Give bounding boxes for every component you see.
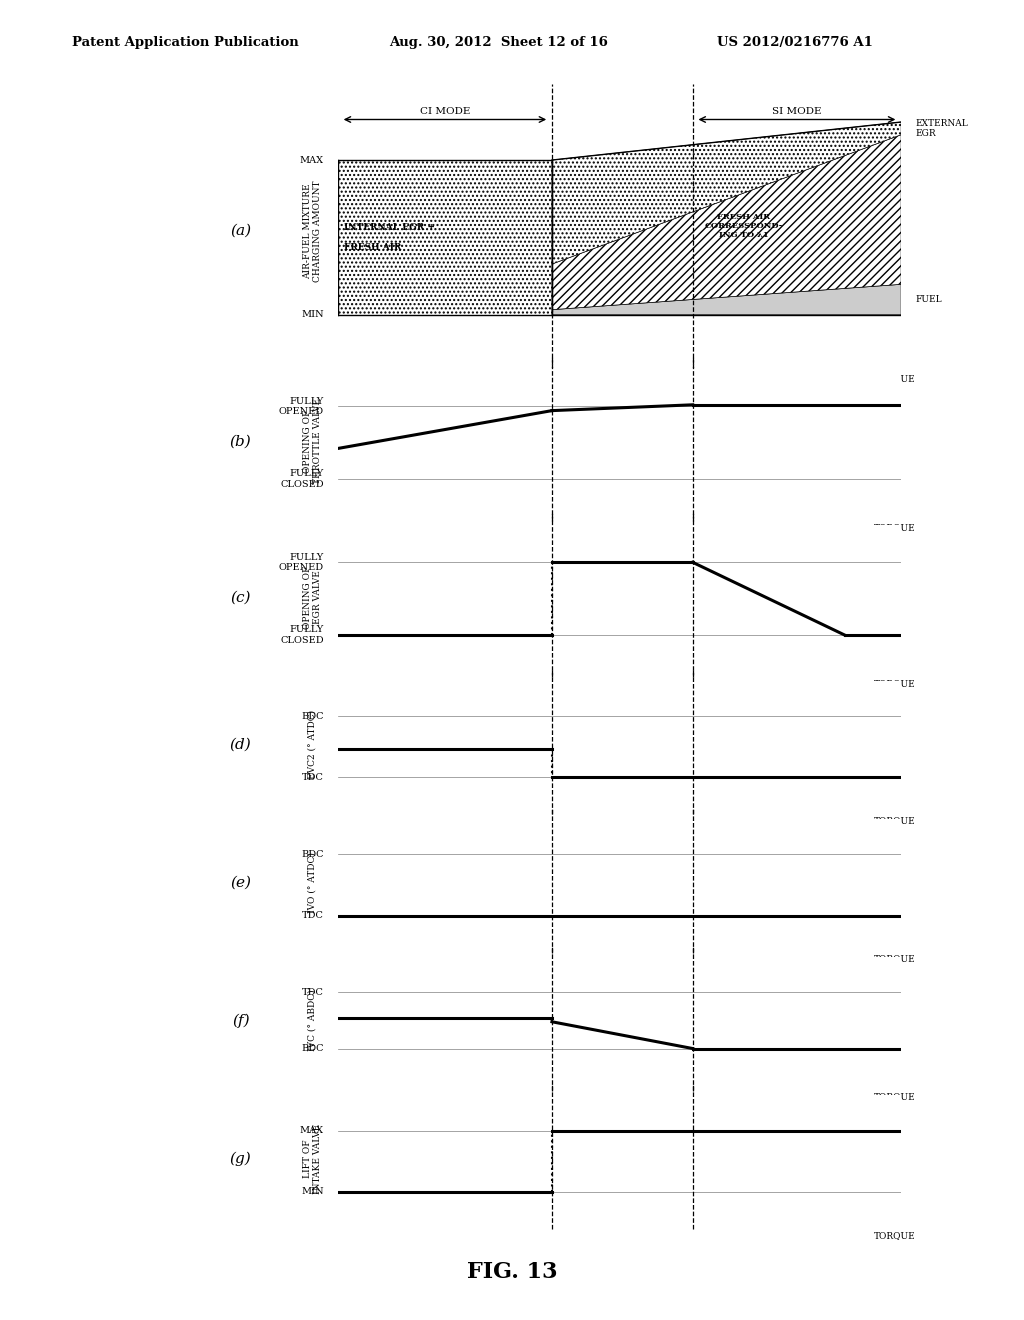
Text: US 2012/0216776 A1: US 2012/0216776 A1 xyxy=(717,36,872,49)
Text: AIR-FUEL MIXTURE
CHARGING AMOUNT: AIR-FUEL MIXTURE CHARGING AMOUNT xyxy=(303,181,322,282)
Text: EXTERNAL
EGR: EXTERNAL EGR xyxy=(915,119,968,139)
Text: MAX: MAX xyxy=(300,156,324,165)
Polygon shape xyxy=(552,135,901,310)
Text: (e): (e) xyxy=(230,875,251,890)
Text: CI MODE: CI MODE xyxy=(420,107,470,116)
Text: TORQUE: TORQUE xyxy=(873,524,915,532)
Text: (b): (b) xyxy=(229,434,252,449)
Text: OPENING OF
THROTTLE VALVE: OPENING OF THROTTLE VALVE xyxy=(303,399,322,484)
Text: MIN: MIN xyxy=(301,310,324,319)
Text: Aug. 30, 2012  Sheet 12 of 16: Aug. 30, 2012 Sheet 12 of 16 xyxy=(389,36,608,49)
Text: BDC: BDC xyxy=(301,850,324,859)
Text: FULLY
CLOSED: FULLY CLOSED xyxy=(281,470,324,488)
Text: EVC2 (° ATDC): EVC2 (° ATDC) xyxy=(308,710,316,779)
Text: TORQUE: TORQUE xyxy=(873,816,915,825)
Text: (d): (d) xyxy=(229,738,252,751)
Text: (f): (f) xyxy=(231,1014,250,1028)
Polygon shape xyxy=(552,284,901,314)
Text: FRESH AIR: FRESH AIR xyxy=(344,243,401,252)
Text: MAX: MAX xyxy=(300,1126,324,1135)
Text: (g): (g) xyxy=(229,1151,252,1166)
Text: Patent Application Publication: Patent Application Publication xyxy=(72,36,298,49)
Text: FUEL: FUEL xyxy=(915,296,942,304)
Text: FRESH AIR
CORRESSPOND-
ING TO λ1: FRESH AIR CORRESSPOND- ING TO λ1 xyxy=(705,213,782,239)
Text: FULLY
OPENED: FULLY OPENED xyxy=(279,396,324,416)
Text: TORQUE: TORQUE xyxy=(873,375,915,383)
Text: OPENING OF
EGR VALVE: OPENING OF EGR VALVE xyxy=(303,565,322,628)
Text: IVO (° ATDC): IVO (° ATDC) xyxy=(308,851,316,913)
Polygon shape xyxy=(552,121,901,264)
Text: TDC: TDC xyxy=(302,987,324,997)
Text: LIFT OF
INTAKE VALVE: LIFT OF INTAKE VALVE xyxy=(303,1123,322,1193)
Text: TORQUE: TORQUE xyxy=(873,954,915,964)
Text: BDC: BDC xyxy=(301,1044,324,1053)
Text: IVC (° ABDC): IVC (° ABDC) xyxy=(308,990,316,1051)
Text: BDC: BDC xyxy=(301,711,324,721)
Text: TORQUE: TORQUE xyxy=(873,1230,915,1239)
Text: (a): (a) xyxy=(230,224,251,238)
Text: INTERNAL EGR +: INTERNAL EGR + xyxy=(344,223,434,232)
Text: FIG. 13: FIG. 13 xyxy=(467,1261,557,1283)
Text: FULLY
CLOSED: FULLY CLOSED xyxy=(281,626,324,644)
Text: FULLY
OPENED: FULLY OPENED xyxy=(279,553,324,572)
Text: SI MODE: SI MODE xyxy=(772,107,821,116)
Text: TDC: TDC xyxy=(302,911,324,920)
Text: MIN: MIN xyxy=(301,1187,324,1196)
Text: TDC: TDC xyxy=(302,774,324,781)
Text: (c): (c) xyxy=(230,590,251,605)
Text: TORQUE: TORQUE xyxy=(873,1093,915,1101)
Text: TORQUE: TORQUE xyxy=(873,680,915,689)
Polygon shape xyxy=(338,160,552,314)
